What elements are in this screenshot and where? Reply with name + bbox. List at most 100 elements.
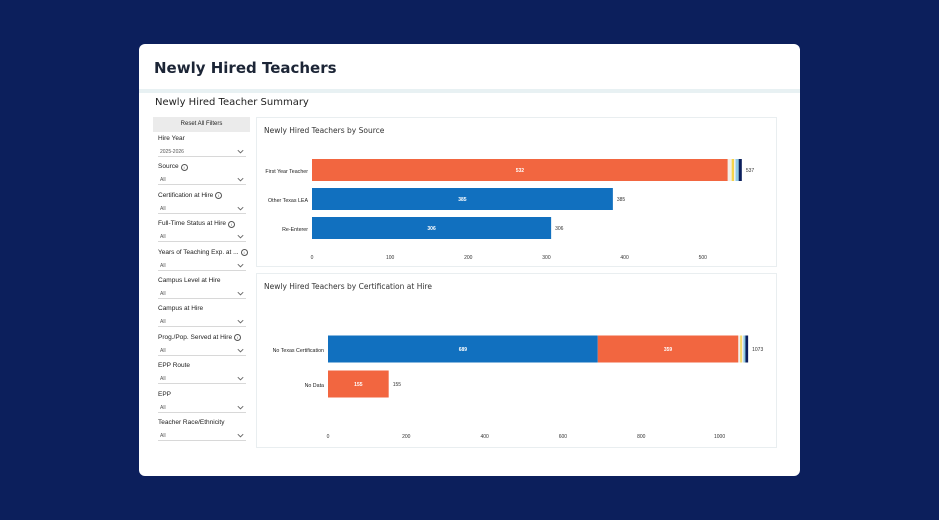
x-tick-label: 500 — [699, 255, 708, 261]
filter-dropdown[interactable]: All — [158, 262, 246, 271]
page-title: Newly Hired Teachers — [154, 59, 337, 77]
filter-dropdown-value: All — [160, 291, 166, 297]
filter-label: Teacher Race/Ethnicity — [153, 418, 249, 428]
certification-chart: No Texas Certification 689 359 1073 No Data 1… — [273, 335, 763, 440]
filter-dropdown-value: All — [160, 376, 166, 383]
certification-chart-panel: Newly Hired Teachers by Certification at… — [256, 273, 777, 448]
bar-segment[interactable] — [734, 159, 736, 181]
bar-total-label: 1073 — [752, 347, 763, 353]
chevron-down-icon — [237, 263, 244, 268]
bar-segment[interactable] — [743, 335, 746, 363]
summary-title: Newly Hired Teacher Summary — [155, 97, 309, 108]
category-label: Re-Enterer — [282, 227, 308, 233]
bar-data-label: 155 — [354, 382, 363, 388]
certification-chart-title: Newly Hired Teachers by Certification at… — [264, 282, 432, 291]
filter-label: Hire Year — [153, 134, 249, 144]
x-tick-label: 0 — [311, 255, 314, 261]
filter-8: EPP Route All — [153, 361, 249, 385]
filter-dropdown[interactable]: All — [158, 375, 246, 385]
x-tick-label: 100 — [386, 255, 395, 261]
bar-segment[interactable] — [328, 370, 389, 398]
filter-label: Full-Time Status at Hire i — [153, 219, 249, 229]
category-label: No Texas Certification — [273, 348, 324, 354]
filter-label-text: Years of Teaching Exp. at ... — [158, 248, 239, 256]
info-icon[interactable]: i — [180, 163, 188, 171]
filter-panel: Reset All Filters Hire Year 2025-2026 Sour… — [153, 117, 250, 441]
x-tick-label: 200 — [464, 255, 473, 261]
info-icon[interactable]: i — [234, 334, 242, 342]
filter-1: Source i All — [153, 162, 249, 186]
filter-dropdown[interactable]: All — [158, 233, 246, 243]
info-icon[interactable]: i — [240, 249, 248, 257]
bar-total-label: 537 — [746, 168, 755, 174]
bar-total-label: 385 — [617, 197, 626, 203]
filter-label-text: Campus Level at Hire — [158, 277, 221, 284]
filter-dropdown[interactable]: All — [158, 432, 246, 441]
x-tick-label: 0 — [327, 434, 330, 440]
filter-dropdown[interactable]: All — [158, 347, 246, 356]
filter-0: Hire Year 2025-2026 — [153, 134, 249, 157]
filter-dropdown[interactable]: 2025-2026 — [158, 148, 246, 157]
bar-total-label: 155 — [393, 382, 402, 388]
bar-segment[interactable] — [731, 159, 734, 181]
filter-5: Campus Level at Hire All — [153, 276, 249, 299]
chevron-down-icon — [237, 235, 244, 239]
x-tick-label: 600 — [559, 434, 568, 440]
x-tick-label: 1000 — [714, 434, 725, 440]
info-icon[interactable]: i — [228, 220, 236, 228]
filter-dropdown[interactable]: All — [158, 318, 246, 328]
bar-segment[interactable] — [597, 335, 739, 363]
bar-segment[interactable] — [735, 159, 739, 181]
filter-label: EPP Route — [153, 361, 249, 371]
chevron-down-icon — [237, 149, 244, 154]
title-divider — [139, 89, 800, 93]
filter-label-text: Certification at Hire — [158, 191, 214, 199]
bar-segment[interactable] — [738, 159, 742, 181]
bar-segment[interactable] — [738, 335, 741, 363]
chevron-down-icon — [237, 206, 244, 211]
filter-10: Teacher Race/Ethnicity All — [153, 418, 249, 441]
bar-segment[interactable] — [741, 335, 744, 363]
filter-label-text: Source — [158, 163, 179, 171]
x-tick-label: 300 — [542, 255, 551, 261]
reset-filters-button[interactable]: Reset All Filters — [153, 117, 250, 132]
filter-dropdown[interactable]: All — [158, 205, 246, 214]
filter-label-text: Teacher Race/Ethnicity — [158, 419, 225, 426]
filter-dropdown-value: All — [160, 433, 166, 439]
x-tick-label: 800 — [637, 434, 646, 440]
filter-label-text: EPP — [158, 390, 172, 398]
filter-label: Prog./Pop. Served at Hire i — [153, 333, 249, 343]
bar-data-label: 306 — [427, 226, 436, 232]
filter-dropdown[interactable]: All — [158, 290, 246, 299]
category-label: Other Texas LEA — [268, 198, 308, 204]
source-chart-title: Newly Hired Teachers by Source — [264, 126, 385, 135]
filter-dropdown-value: All — [160, 319, 166, 326]
category-label: No Data — [305, 383, 324, 389]
x-tick-label: 400 — [620, 255, 629, 261]
filter-9: EPP All — [153, 390, 249, 413]
filter-label-text: Hire Year — [158, 135, 185, 142]
bar-segment[interactable] — [312, 159, 728, 181]
chevron-down-icon — [237, 377, 244, 381]
filter-dropdown-value: All — [160, 347, 166, 354]
chevron-down-icon — [237, 405, 244, 410]
filter-label: Source i — [153, 162, 249, 172]
bar-segment[interactable] — [312, 188, 613, 210]
bar-segment[interactable] — [745, 335, 749, 363]
filter-dropdown[interactable]: All — [158, 176, 246, 186]
filter-label-text: EPP Route — [158, 362, 191, 370]
filter-dropdown-value: 2025-2026 — [160, 149, 184, 155]
filter-label: EPP — [153, 390, 249, 400]
bar-segment[interactable] — [328, 335, 598, 363]
bar-segment[interactable] — [312, 217, 552, 239]
bar-segment[interactable] — [727, 159, 732, 181]
info-icon[interactable]: i — [215, 192, 223, 200]
bar-segment[interactable] — [740, 335, 742, 363]
filter-dropdown[interactable]: All — [158, 404, 246, 413]
filter-label-text: Campus at Hire — [158, 305, 204, 313]
chevron-down-icon — [237, 178, 244, 182]
filter-dropdown-value: All — [160, 205, 166, 212]
bar-data-label: 359 — [664, 347, 673, 353]
filter-dropdown-value: All — [160, 262, 166, 269]
filter-3: Full-Time Status at Hire i All — [153, 219, 249, 243]
